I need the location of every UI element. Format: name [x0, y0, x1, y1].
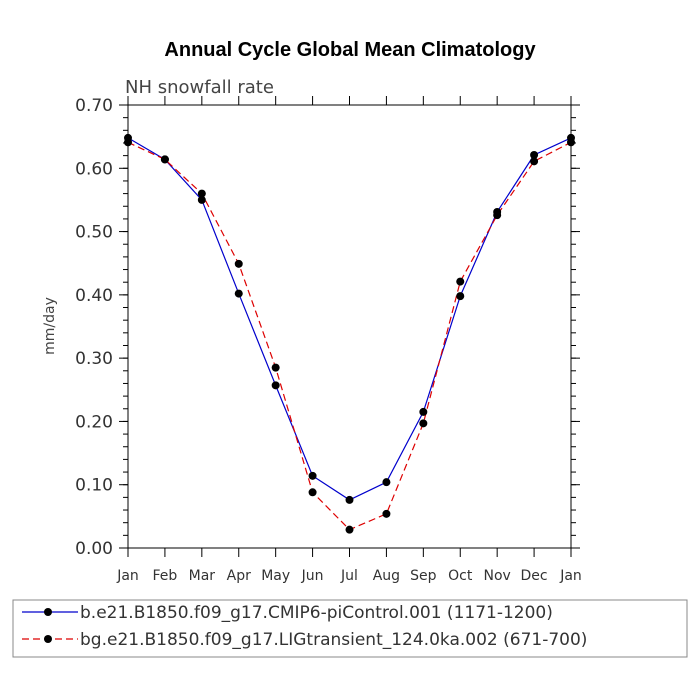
legend-label-1: bg.e21.B1850.f09_g17.LIGtransient_124.0k… [80, 630, 587, 650]
series-1-point [419, 419, 428, 428]
plot-frame [127, 104, 572, 549]
series-0-point [530, 150, 539, 159]
x-tick-label: Jan [559, 568, 582, 584]
series-1-point [567, 138, 575, 147]
y-tick-label: 0.10 [75, 476, 113, 496]
series-1-point [530, 157, 539, 166]
x-ticks: Jan Feb Mar Apr May Jun Jul Aug Sep Oct Nov Dec Jan [116, 96, 582, 584]
series-0-point [271, 381, 280, 390]
chart-subtitle: NH snowfall rate [125, 77, 274, 98]
chart-title: Annual Cycle Global Mean Climatology [164, 39, 536, 61]
x-tick-label: Feb [153, 568, 178, 584]
series-0-point [234, 289, 243, 298]
series-1-point [345, 525, 354, 534]
x-tick-label: Apr [227, 568, 251, 584]
x-tick-label: Jan [116, 568, 139, 584]
x-tick-label: Jul [340, 568, 358, 584]
series-1-point [197, 189, 206, 198]
series-0-point [345, 495, 354, 504]
x-tick-label: Jun [301, 568, 324, 584]
series-1-point [271, 363, 280, 372]
x-tick-label: Oct [448, 568, 473, 584]
series-1-point [456, 277, 465, 286]
legend-label-0: b.e21.B1850.f09_g17.CMIP6-piControl.001 … [80, 603, 553, 623]
x-tick-label: May [261, 568, 290, 584]
legend: b.e21.B1850.f09_g17.CMIP6-piControl.001 … [22, 603, 587, 650]
series-0-point [308, 471, 317, 480]
y-tick-label: 0.00 [75, 539, 113, 559]
x-tick-label: Aug [373, 568, 400, 584]
y-tick-label: 0.20 [75, 412, 113, 432]
series-1-point [234, 259, 243, 268]
x-tick-label: Nov [484, 568, 511, 584]
x-tick-label: Dec [521, 568, 548, 584]
series-1-point [382, 509, 391, 518]
legend-box [12, 599, 688, 658]
y-tick-label: 0.30 [75, 349, 113, 369]
x-tick-label: Mar [189, 568, 216, 584]
series-1-point [124, 138, 132, 147]
legend-marker-0 [44, 608, 52, 616]
y-tick-label: 0.50 [75, 223, 113, 243]
series-layer [124, 133, 575, 534]
series-1-point [493, 211, 502, 220]
y-tick-label: 0.60 [75, 159, 113, 179]
series-line-0 [127, 137, 572, 501]
y-tick-label: 0.70 [75, 96, 113, 116]
series-1-point [308, 488, 317, 497]
x-tick-label: Sep [410, 568, 437, 584]
series-0-point [382, 478, 391, 487]
y-ticks: 0.00 0.10 0.20 0.30 0.40 0.50 0.60 0.70 [75, 96, 580, 559]
series-0-point [197, 195, 206, 204]
series-1-point [160, 155, 169, 164]
y-tick-label: 0.40 [75, 286, 113, 306]
series-0-point [456, 292, 465, 301]
legend-marker-1 [44, 635, 52, 643]
series-0-point [419, 407, 428, 416]
y-axis-label: mm/day [42, 297, 58, 355]
